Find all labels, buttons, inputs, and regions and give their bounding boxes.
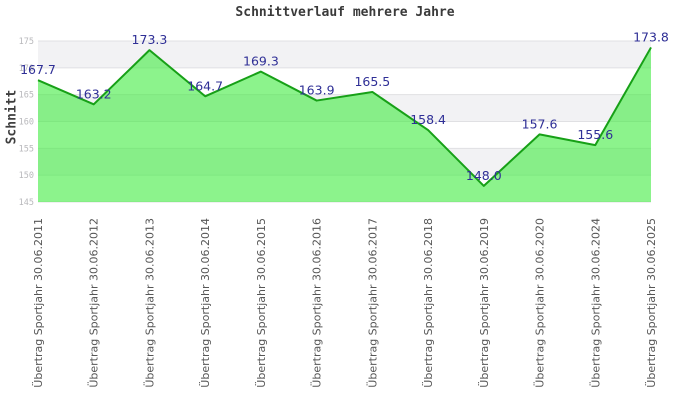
y-tick-label: 145 xyxy=(19,198,34,208)
x-category-label: Übertrag Sportjahr 30.06.2012 xyxy=(88,218,101,388)
area-fill xyxy=(38,47,651,202)
x-category-label: Übertrag Sportjahr 30.06.2014 xyxy=(199,218,212,388)
y-tick-label: 150 xyxy=(19,171,34,181)
value-label: 165.5 xyxy=(354,74,390,89)
x-category-label: Übertrag Sportjahr 30.06.2025 xyxy=(645,218,658,388)
x-category-label: Übertrag Sportjahr 30.06.2011 xyxy=(32,218,45,388)
plot-band xyxy=(38,41,651,68)
chart-title: Schnittverlauf mehrere Jahre xyxy=(235,5,455,20)
y-tick-label: 165 xyxy=(19,91,34,101)
x-category-label: Übertrag Sportjahr 30.06.2018 xyxy=(422,218,435,388)
value-label: 157.6 xyxy=(522,116,558,131)
value-label: 173.8 xyxy=(633,29,669,44)
x-category-label: Übertrag Sportjahr 30.06.2019 xyxy=(478,218,491,388)
x-category-label: Übertrag Sportjahr 30.06.2016 xyxy=(311,218,324,388)
y-tick-label: 155 xyxy=(19,144,34,154)
x-category-label: Übertrag Sportjahr 30.06.2013 xyxy=(143,218,156,388)
value-label: 167.7 xyxy=(20,62,56,77)
value-label: 169.3 xyxy=(243,54,279,69)
value-label: 173.3 xyxy=(132,32,168,47)
value-label: 148.0 xyxy=(466,168,502,183)
trend-line xyxy=(37,46,652,187)
y-tick-label: 170 xyxy=(19,64,34,74)
y-tick-label: 160 xyxy=(19,118,34,128)
value-label: 163.9 xyxy=(299,83,335,98)
x-category-label: Übertrag Sportjahr 30.06.2015 xyxy=(255,218,268,388)
value-label: 155.6 xyxy=(577,127,613,142)
y-tick-label: 175 xyxy=(19,37,34,47)
x-category-label: Übertrag Sportjahr 30.06.2020 xyxy=(534,218,547,388)
x-category-label: Übertrag Sportjahr 30.06.2024 xyxy=(589,218,602,388)
x-category-label: Übertrag Sportjahr 30.06.2017 xyxy=(366,218,379,388)
value-label: 164.7 xyxy=(187,78,223,93)
value-label: 163.2 xyxy=(76,86,112,101)
value-label: 158.4 xyxy=(410,112,446,127)
